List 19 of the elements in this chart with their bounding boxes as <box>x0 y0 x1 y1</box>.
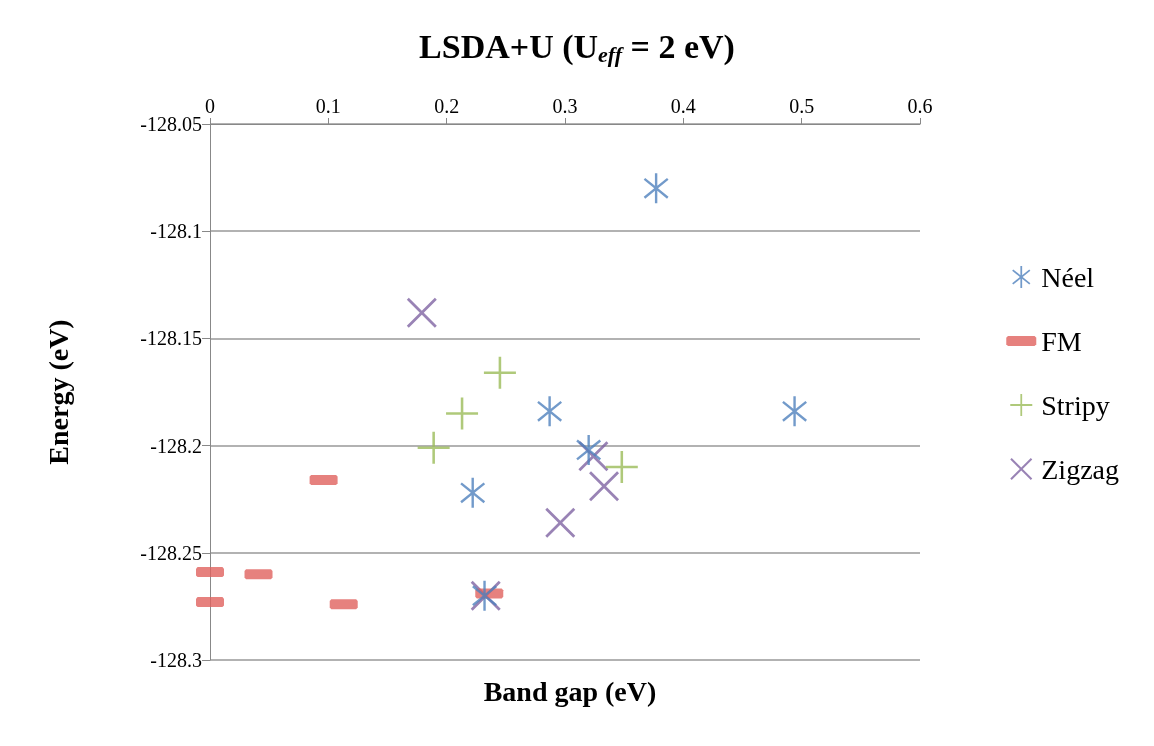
x-tick-label: 0 <box>205 95 215 117</box>
x-tick-label: 0.5 <box>789 95 815 117</box>
x-tick-label: 0.4 <box>670 95 696 117</box>
x-tick-label: 0.1 <box>315 95 341 117</box>
y-tick-label: -128.15 <box>140 327 202 350</box>
y-tick-label: -128.2 <box>150 434 202 457</box>
legend-label: Néel <box>1041 261 1095 293</box>
y-tick-label: -128.25 <box>140 541 202 564</box>
y-tick-label: -128.3 <box>150 649 202 671</box>
legend-label: FM <box>1041 325 1082 357</box>
x-tick-label: 0.2 <box>434 95 460 117</box>
y-axis-title: Energy (eV) <box>42 319 74 465</box>
x-tick-label: 0.3 <box>552 95 578 117</box>
x-tick-label: 0.6 <box>907 95 933 117</box>
legend-label: Zigzag <box>1041 453 1120 485</box>
x-axis-title: Band gap (eV) <box>483 675 657 707</box>
legend-label: Stripy <box>1041 389 1110 421</box>
y-tick-label: -128.05 <box>140 113 202 135</box>
y-tick-label: -128.1 <box>150 220 202 243</box>
